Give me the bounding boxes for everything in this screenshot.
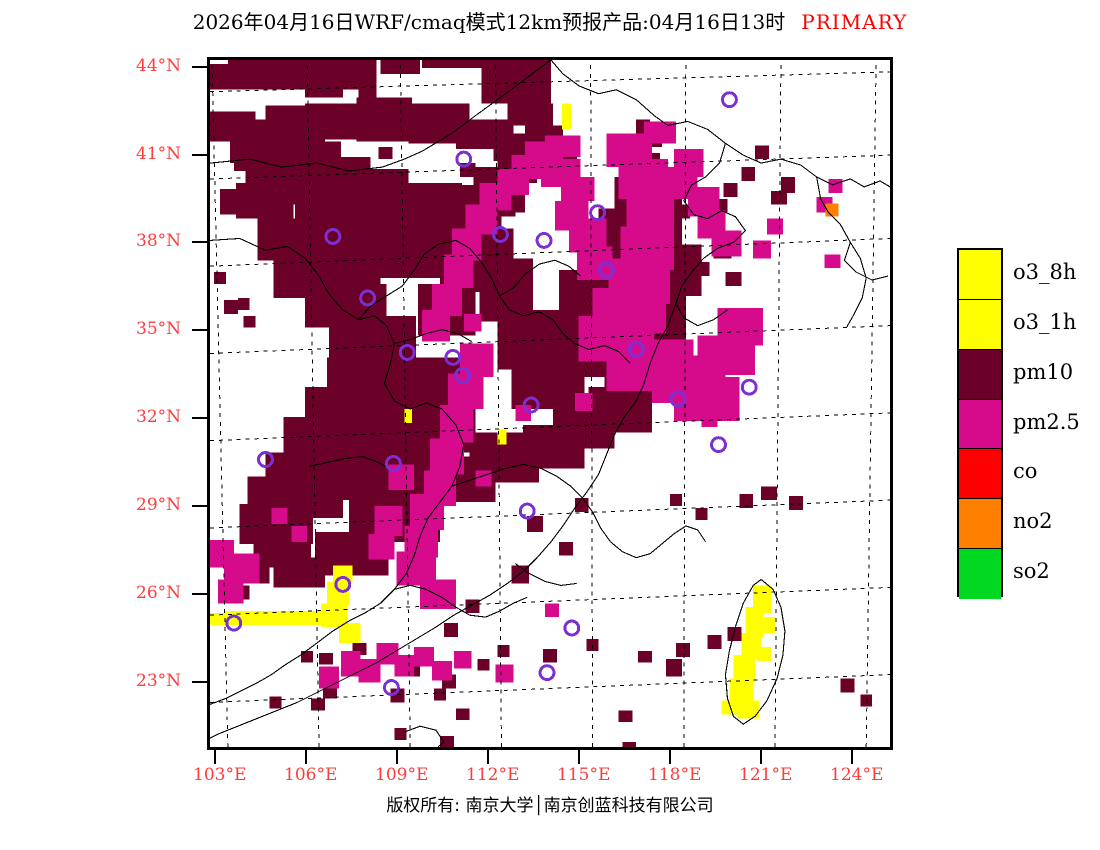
legend-label-co: co bbox=[1013, 459, 1038, 484]
x-tick-label: 118°E bbox=[648, 765, 702, 785]
legend-swatch-co[interactable] bbox=[959, 449, 1001, 500]
x-tick-label: 109°E bbox=[375, 765, 429, 785]
legend-label-no2: no2 bbox=[1013, 509, 1053, 534]
x-tick-mark bbox=[487, 750, 489, 764]
layer-pm25 bbox=[210, 121, 843, 689]
layer-pm10 bbox=[210, 60, 873, 747]
x-tick-label: 121°E bbox=[739, 765, 793, 785]
x-tick-mark bbox=[305, 750, 307, 764]
y-tick-mark bbox=[192, 241, 207, 243]
x-tick-mark bbox=[578, 750, 580, 764]
legend-label-pm25: pm2.5 bbox=[1013, 409, 1080, 434]
map-boundaries bbox=[210, 60, 890, 747]
legend-swatch-column bbox=[957, 248, 1003, 599]
legend-swatch-o3-1h[interactable] bbox=[959, 299, 1001, 350]
x-tick-label: 124°E bbox=[830, 765, 884, 785]
y-tick-mark bbox=[192, 593, 207, 595]
map-plot-area[interactable] bbox=[207, 57, 893, 750]
page-title: 2026年04月16日WRF/cmaq模式12km预报产品:04月16日13时 P… bbox=[0, 6, 1100, 35]
legend-swatch-no2[interactable] bbox=[959, 499, 1001, 550]
legend-swatch-pm25[interactable] bbox=[959, 399, 1001, 450]
legend-label-o3-8h: o3_8h bbox=[1013, 260, 1077, 284]
y-tick-label: 38°N bbox=[136, 231, 182, 251]
graticule bbox=[210, 60, 890, 747]
legend-swatch-pm10[interactable] bbox=[959, 349, 1001, 400]
y-tick-label: 44°N bbox=[136, 56, 182, 76]
y-tick-label: 32°N bbox=[136, 407, 182, 427]
x-tick-label: 103°E bbox=[193, 765, 247, 785]
x-tick-mark bbox=[669, 750, 671, 764]
x-tick-label: 106°E bbox=[284, 765, 338, 785]
y-tick-label: 41°N bbox=[136, 144, 182, 164]
legend-swatch-so2[interactable] bbox=[959, 549, 1001, 599]
x-tick-label: 115°E bbox=[557, 765, 611, 785]
y-tick-mark bbox=[192, 505, 207, 507]
legend-label-column: o3_8h o3_1h pm10 pm2.5 co no2 so2 bbox=[1013, 248, 1100, 597]
x-tick-label: 112°E bbox=[466, 765, 520, 785]
y-tick-label: 29°N bbox=[136, 495, 182, 515]
x-tick-mark bbox=[396, 750, 398, 764]
title-main-text: 2026年04月16日WRF/cmaq模式12km预报产品:04月16日13时 bbox=[192, 10, 786, 34]
x-tick-mark bbox=[214, 750, 216, 764]
legend-label-pm10: pm10 bbox=[1013, 359, 1074, 384]
y-tick-label: 35°N bbox=[136, 319, 182, 339]
x-tick-mark bbox=[851, 750, 853, 764]
y-tick-mark bbox=[192, 66, 207, 68]
map-canvas bbox=[210, 60, 890, 747]
legend-swatch-o3-8h[interactable] bbox=[959, 250, 1001, 300]
y-tick-label: 23°N bbox=[136, 671, 182, 691]
y-tick-mark bbox=[192, 681, 207, 683]
y-tick-mark bbox=[192, 417, 207, 419]
x-tick-mark bbox=[760, 750, 762, 764]
legend-label-o3-1h: o3_1h bbox=[1013, 309, 1077, 334]
y-tick-label: 26°N bbox=[136, 583, 182, 603]
title-primary-label: PRIMARY bbox=[801, 10, 908, 34]
y-tick-mark bbox=[192, 154, 207, 156]
legend-label-so2: so2 bbox=[1013, 559, 1050, 584]
y-tick-mark bbox=[192, 329, 207, 331]
layer-o3 bbox=[210, 103, 776, 719]
station-markers bbox=[225, 91, 758, 696]
copyright-footer: 版权所有: 南京大学│南京创蓝科技有限公司 bbox=[386, 796, 714, 816]
